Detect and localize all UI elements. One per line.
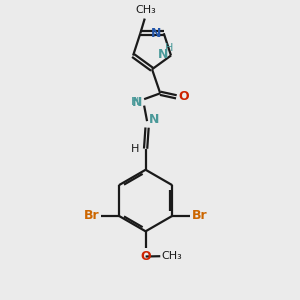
Text: Br: Br — [84, 209, 99, 222]
Text: H: H — [164, 43, 173, 53]
Text: H: H — [131, 144, 139, 154]
Text: H: H — [130, 97, 139, 107]
Text: N: N — [148, 113, 159, 126]
Text: O: O — [140, 250, 151, 263]
Text: N: N — [132, 96, 143, 109]
Text: N: N — [158, 47, 169, 61]
Text: Br: Br — [192, 209, 208, 222]
Text: O: O — [179, 90, 189, 103]
Text: CH₃: CH₃ — [135, 5, 156, 15]
Text: N: N — [151, 27, 161, 40]
Text: CH₃: CH₃ — [162, 251, 182, 261]
